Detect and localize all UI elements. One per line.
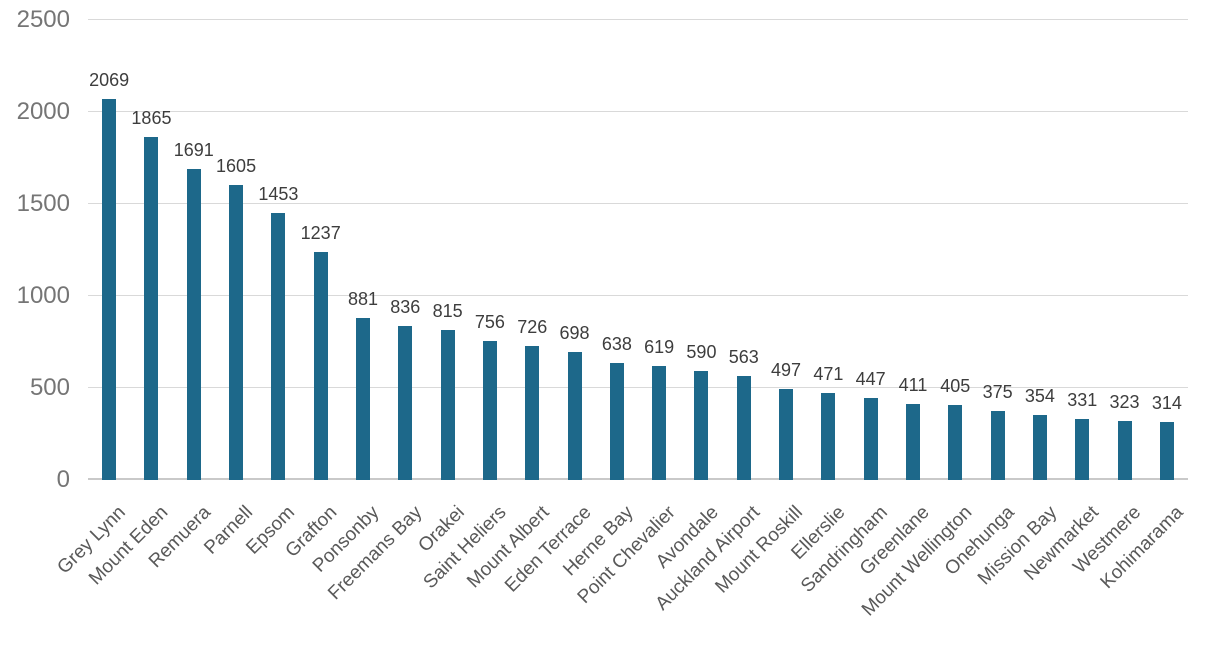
bar bbox=[144, 136, 159, 480]
bar bbox=[440, 330, 455, 480]
bar bbox=[863, 397, 878, 480]
gridline-500 bbox=[88, 387, 1188, 388]
value-label: 726 bbox=[517, 317, 548, 338]
plot-area: 2069 1865 1691 1605 1453 1237 881 836 815 756 726 6… bbox=[88, 19, 1188, 480]
bar bbox=[313, 252, 328, 480]
bar bbox=[102, 99, 117, 480]
y-tick-label: 0 bbox=[56, 466, 70, 493]
bar bbox=[567, 351, 582, 480]
y-tick-label: 1000 bbox=[16, 282, 70, 309]
value-label: 447 bbox=[855, 368, 886, 389]
gridline-1500 bbox=[88, 203, 1188, 204]
gridline-2000 bbox=[88, 111, 1188, 112]
value-label: 1237 bbox=[300, 223, 341, 244]
bar bbox=[609, 362, 624, 480]
bar bbox=[1032, 414, 1047, 480]
value-label: 815 bbox=[432, 301, 463, 322]
y-tick-label: 500 bbox=[29, 374, 70, 401]
value-label: 405 bbox=[940, 376, 971, 397]
bar bbox=[821, 393, 836, 480]
gridline-1000 bbox=[88, 295, 1188, 296]
bar bbox=[906, 404, 920, 480]
bar bbox=[779, 388, 794, 480]
value-label: 881 bbox=[347, 288, 379, 309]
value-label: 323 bbox=[1109, 391, 1140, 412]
value-label: 638 bbox=[601, 333, 632, 354]
x-axis-labels: Grey Lynn Mount Eden Remuera Parnell Epsom Gr… bbox=[54, 480, 1188, 661]
bar bbox=[271, 212, 286, 480]
value-label: 354 bbox=[1024, 385, 1055, 406]
bar bbox=[186, 168, 201, 480]
gridline-2500 bbox=[88, 19, 1188, 20]
value-label: 590 bbox=[686, 342, 717, 363]
y-tick-label: 2000 bbox=[16, 98, 70, 125]
bar bbox=[356, 317, 370, 480]
gridline-0 bbox=[88, 478, 1188, 480]
value-label: 471 bbox=[813, 364, 844, 385]
bar bbox=[948, 405, 963, 480]
value-label: 1453 bbox=[258, 183, 299, 204]
bar bbox=[652, 366, 667, 480]
value-label: 619 bbox=[644, 337, 675, 358]
value-label: 2069 bbox=[89, 70, 130, 91]
value-label: 411 bbox=[898, 375, 928, 396]
bar bbox=[229, 184, 244, 480]
value-label: 563 bbox=[728, 347, 759, 368]
bar bbox=[1159, 422, 1174, 480]
value-label: 756 bbox=[474, 311, 505, 332]
value-label: 497 bbox=[771, 359, 802, 380]
value-label: 375 bbox=[982, 382, 1013, 402]
value-label: 331 bbox=[1067, 390, 1098, 411]
value-label: 1691 bbox=[173, 139, 214, 160]
value-label: 698 bbox=[559, 322, 590, 343]
bar bbox=[398, 326, 413, 480]
value-label: 314 bbox=[1151, 393, 1182, 414]
value-label: 836 bbox=[390, 297, 421, 318]
value-label: 1605 bbox=[216, 155, 257, 176]
bar bbox=[1075, 419, 1090, 480]
bar bbox=[525, 346, 540, 480]
bar bbox=[482, 340, 497, 480]
y-tick-label: 2500 bbox=[16, 6, 70, 33]
y-tick-label: 1500 bbox=[16, 190, 70, 217]
value-label: 1865 bbox=[131, 107, 172, 128]
bar bbox=[990, 411, 1005, 480]
bar bbox=[694, 371, 709, 480]
bar bbox=[1117, 420, 1132, 480]
bar bbox=[736, 376, 751, 480]
